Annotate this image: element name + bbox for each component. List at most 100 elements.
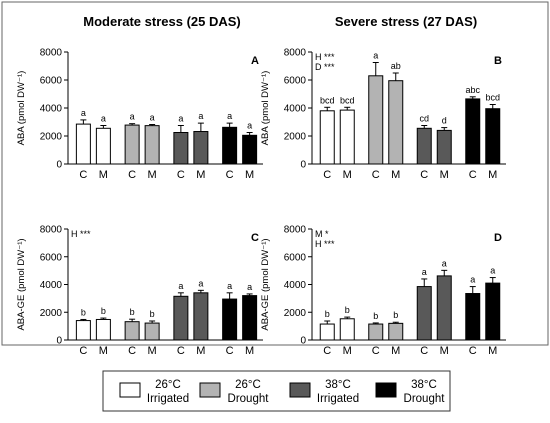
bar [368,323,384,341]
legend-label-line2: Irrigated [147,393,189,405]
panel-C: 0 2000 4000 6000 8000 ABA-GE (pmol DW⁻¹) C H **… [16,225,263,357]
x-tick-label: C [323,345,331,357]
legend-swatch [375,382,397,398]
y-tick-label: 8000 [40,48,63,59]
bar [242,295,258,341]
x-tick-label: C [177,169,185,181]
panel-A: 0 2000 4000 6000 8000 ABA (pmol DW⁻¹) Aa Ca Ma Ca… [16,48,263,181]
bar [436,275,452,341]
bar [173,132,189,165]
y-tick-label: 4000 [284,104,307,115]
legend-item: 38°C Drought [375,379,446,405]
x-tick-label: C [128,169,136,181]
significance-letter: a [227,111,232,121]
significance-letter: a [247,121,252,131]
x-tick-label: M [148,345,157,357]
y-tick-label: 4000 [40,280,63,291]
legend-swatch [119,382,141,398]
significance-letter: a [178,281,183,291]
bar [485,282,501,341]
y-tick-label: 8000 [40,225,63,236]
stats-annotation: D *** [315,62,335,72]
legend-label-line1: 26°C [155,379,181,391]
legend-label-line1: 26°C [235,379,261,391]
x-tick-label: M [440,169,449,181]
x-tick-label: M [99,345,108,357]
y-tick-label: 0 [300,336,306,347]
significance-letter: a [442,258,447,268]
y-tick-label: 2000 [284,132,307,143]
x-tick-label: M [440,345,449,357]
y-tick-label: 4000 [40,104,63,115]
y-tick-label: 0 [56,160,62,171]
panel-letter: D [494,232,502,244]
x-tick-label: C [372,169,380,181]
bar [388,322,404,341]
significance-letter: b [325,309,330,319]
panel-letter: C [251,232,259,244]
x-tick-label: M [245,345,254,357]
figure-border [1,1,549,346]
bar [144,125,160,165]
y-tick-label: 6000 [284,252,307,263]
significance-letter: bcd [320,95,335,105]
bar [222,298,238,341]
legend-label-line2: Drought [404,393,446,405]
bar [465,293,481,341]
x-tick-label: C [226,169,234,181]
bar [124,321,140,341]
x-tick-label: C [226,345,234,357]
significance-letter: bcd [340,95,355,105]
significance-letter: a [198,278,203,288]
legend-label-line1: 38°C [411,379,437,391]
significance-letter: a [150,113,155,123]
legend-item: 26°C Drought [199,379,270,405]
panel-B: 0 2000 4000 6000 8000 ABA (pmol DW⁻¹) B H ***D … [260,48,506,181]
significance-letter: a [227,281,232,291]
x-tick-label: M [391,345,400,357]
y-axis-label: ABA (pmol DW⁻¹) [260,71,271,146]
significance-letter: d [442,116,447,126]
bar [75,123,91,165]
bar [339,109,355,165]
bar [95,127,111,165]
x-tick-label: M [488,169,497,181]
significance-letter: cd [419,114,429,124]
y-tick-label: 0 [300,160,306,171]
stats-annotation: M * [315,229,329,239]
legend-item: 38°C Irrigated [289,379,359,405]
significance-letter: ab [391,61,401,71]
panel-letter: A [251,55,259,67]
x-tick-label: M [488,345,497,357]
significance-letter: a [178,114,183,124]
legend-box [102,370,451,412]
stats-annotation: H *** [315,239,335,249]
bar [436,129,452,165]
significance-letter: b [373,311,378,321]
stats-annotation: H *** [315,52,335,62]
y-tick-label: 2000 [40,308,63,319]
bar [319,110,335,165]
bar [193,131,209,165]
y-axis-label: ABA-GE (pmol DW⁻¹) [16,238,27,330]
legend-label-line2: Drought [228,393,270,405]
significance-letter: b [393,310,398,320]
x-tick-label: C [177,345,185,357]
x-tick-label: C [469,169,477,181]
x-tick-label: M [343,345,352,357]
significance-letter: b [150,309,155,319]
y-tick-label: 8000 [284,225,307,236]
significance-letter: b [345,305,350,315]
significance-letter: a [247,282,252,292]
x-tick-label: C [372,345,380,357]
bar [465,98,481,165]
significance-letter: a [130,112,135,122]
x-tick-label: M [196,169,205,181]
bar [193,292,209,341]
bar [222,126,238,165]
bar [319,323,335,341]
x-tick-label: M [245,169,254,181]
